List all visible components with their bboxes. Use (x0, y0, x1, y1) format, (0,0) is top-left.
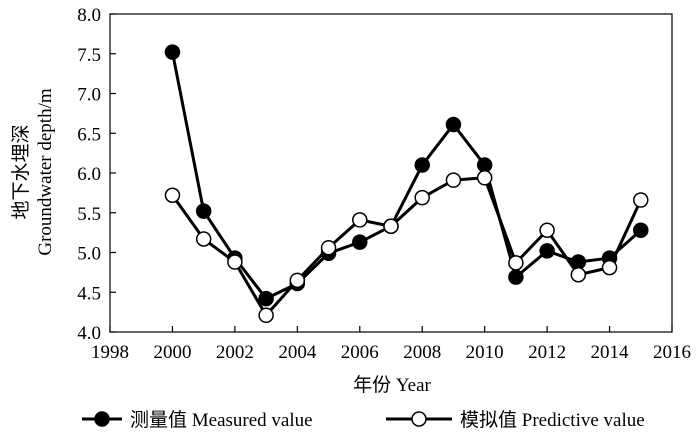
y-tick-label: 5.0 (77, 244, 101, 265)
data-point-measured (633, 222, 649, 238)
y-tick-label: 7.5 (77, 45, 101, 66)
legend-marker-measured (94, 411, 110, 427)
data-point-predictive (633, 192, 649, 208)
x-tick-label: 2008 (403, 342, 441, 363)
y-tick-label: 6.5 (77, 124, 101, 145)
series-line-predictive (171, 176, 643, 317)
x-tick-label: 2016 (653, 342, 691, 363)
legend-label-measured: 测量值 Measured value (130, 409, 313, 431)
y-tick-label: 5.5 (77, 204, 101, 225)
data-point-measured (195, 203, 212, 219)
x-tick-label: 2002 (216, 342, 254, 363)
y-tick-label: 7.0 (77, 85, 101, 106)
data-point-measured (414, 157, 430, 173)
data-point-predictive (570, 267, 587, 283)
x-tick-label: 1998 (91, 342, 129, 363)
y-axis-title-cn: 地下水埋深 (10, 124, 32, 219)
data-point-predictive (352, 212, 368, 228)
x-tick-label: 2006 (341, 342, 379, 363)
data-point-predictive (601, 259, 618, 276)
data-point-predictive (508, 255, 524, 271)
plot-frame (109, 13, 673, 333)
data-point-predictive (258, 307, 274, 324)
x-axis-title: 年份 Year (353, 374, 431, 396)
series-line-measured (170, 51, 642, 301)
y-tick-label: 8.0 (77, 5, 101, 26)
legend-label-predictive: 模拟值 Predictive value (460, 409, 645, 431)
series-predictive (164, 170, 649, 324)
x-tick-label: 2004 (278, 342, 317, 363)
y-tick-label: 4.0 (77, 323, 101, 344)
y-tick-label: 4.5 (77, 283, 101, 304)
data-point-measured (352, 234, 368, 250)
data-point-predictive (320, 239, 337, 256)
data-point-predictive (227, 254, 243, 270)
y-tick-label: 6.0 (77, 164, 101, 185)
series-layer (164, 44, 649, 324)
data-point-predictive (195, 231, 212, 247)
y-axis-title-en: Groundwater depth/m (35, 88, 56, 255)
data-point-measured (164, 44, 181, 60)
x-tick-label: 2010 (466, 342, 504, 363)
x-tick-label: 2014 (591, 342, 630, 363)
data-point-predictive (383, 218, 399, 235)
legend-marker-predictive (411, 411, 427, 427)
x-tick-label: 2012 (528, 342, 566, 363)
data-point-measured (476, 157, 493, 173)
legend: 测量值 Measured value 模拟值 Predictive value (82, 409, 645, 431)
data-point-predictive (539, 222, 555, 238)
x-tick-label: 2000 (153, 342, 191, 363)
data-point-measured (508, 269, 524, 285)
legend-item-measured: 测量值 Measured value (82, 409, 313, 431)
data-point-predictive (289, 272, 306, 289)
y-axis-title: 地下水埋深 Groundwater depth/m (10, 88, 56, 255)
plot-border (109, 13, 673, 333)
data-point-measured (258, 290, 274, 307)
data-point-predictive (476, 170, 493, 186)
legend-item-predictive: 模拟值 Predictive value (386, 409, 645, 431)
data-point-predictive (445, 172, 462, 188)
data-point-measured (539, 243, 555, 259)
data-point-predictive (414, 189, 430, 206)
x-axis: 1998 2000 2002 2004 2006 2008 2010 2012 2014 2016 (91, 326, 691, 363)
data-point-predictive (164, 187, 181, 204)
data-point-measured (445, 116, 462, 133)
y-axis: 4.0 4.5 5.0 5.5 6.0 6.5 7.0 7.5 8.0 (77, 5, 116, 344)
